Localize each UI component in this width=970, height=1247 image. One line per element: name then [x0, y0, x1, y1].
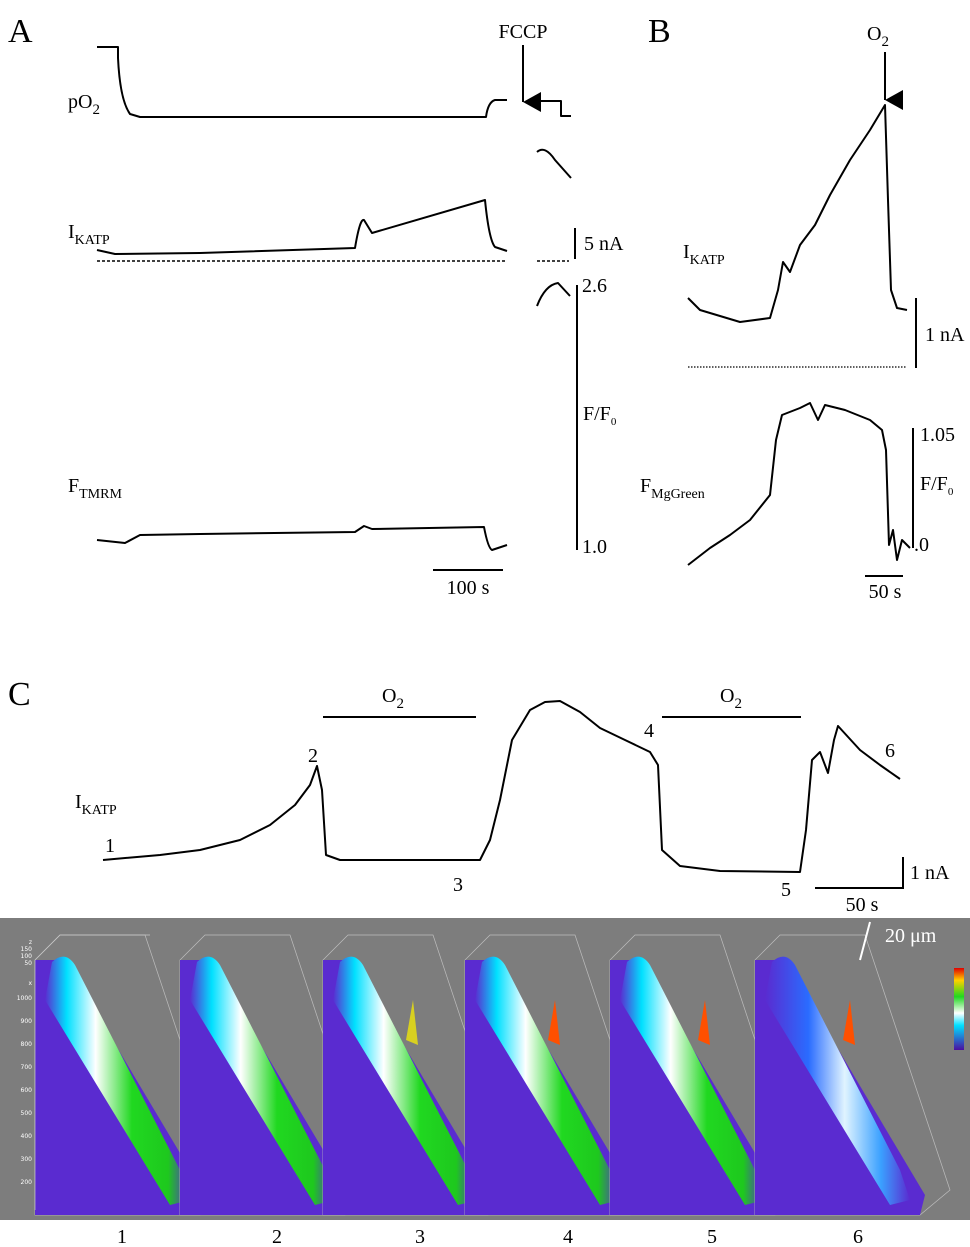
fmggreen-trace [688, 403, 910, 565]
label-sub: 0 [611, 416, 617, 428]
panel-label: C [8, 676, 31, 713]
label-main: O [867, 23, 881, 45]
label-main: F/F [920, 473, 948, 495]
stimulus-label: O2 [867, 23, 889, 50]
image-labels: 1 2 3 4 5 6 [117, 1226, 863, 1247]
trace-label: IKATP [75, 791, 117, 818]
scale-label: .0 [914, 534, 929, 556]
label-main: I [75, 791, 82, 813]
po2-trace [97, 47, 571, 117]
label-main: I [68, 221, 75, 243]
scale-label: 100 s [447, 577, 490, 599]
figure: A pO2 FCCP IKATP 5 nA 2.6 F/F0 1.0 FTMRM… [0, 0, 970, 1247]
scale-label: 20 μm [885, 925, 937, 947]
image-axis-label: 800 [21, 1041, 33, 1048]
trace-label: FMgGreen [640, 475, 705, 502]
label-sub: 0 [948, 486, 954, 498]
label-sub: 2 [881, 34, 889, 50]
image-axis-label: x [28, 980, 32, 987]
label-main: O [382, 685, 396, 707]
image-axis-label: 700 [21, 1064, 33, 1071]
image-axis-label: 1000 [17, 995, 32, 1002]
scale-label: F/F0 [583, 403, 617, 428]
ikatp-trace [103, 701, 900, 872]
label-sub: 2 [734, 696, 742, 712]
trace-label: IKATP [683, 241, 725, 268]
image-axis-label: 100 [21, 953, 33, 960]
label-main: F/F [583, 403, 611, 425]
image-axis-label: 500 [21, 1110, 33, 1117]
color-bar [954, 968, 964, 1050]
point-label: 3 [453, 874, 463, 896]
image-axis-label: 150 [21, 946, 33, 953]
point-label: 5 [781, 879, 791, 901]
trace [537, 150, 571, 178]
label-sub: 2 [396, 696, 404, 712]
label-main: F [640, 475, 651, 497]
point-label: 2 [308, 745, 318, 767]
scale-label: F/F0 [920, 473, 954, 498]
label-sub: KATP [690, 253, 725, 268]
stimulus-label: O2 [720, 685, 742, 712]
trace-label: pO2 [68, 91, 100, 118]
image-label: 1 [117, 1226, 127, 1247]
scale-label: 1 nA [925, 324, 965, 346]
scale-label: 5 nA [584, 233, 624, 255]
label-main: pO [68, 91, 92, 113]
scale-label: 1.0 [582, 536, 607, 558]
trace-label: FTMRM [68, 475, 122, 502]
image-label: 4 [563, 1226, 573, 1247]
trace [537, 283, 570, 306]
point-label: 1 [105, 835, 115, 857]
point-label: 4 [644, 720, 654, 742]
panel-label: A [8, 13, 33, 50]
scale-label: 1 nA [910, 862, 950, 884]
image-axis-label: 300 [21, 1156, 33, 1163]
point-label: 6 [885, 740, 895, 762]
image-axis-label: z [29, 939, 32, 946]
scale-label: 50 s [869, 581, 902, 603]
image-axis-label: 400 [21, 1133, 33, 1140]
ikatp-trace [688, 105, 907, 322]
trace-label: IKATP [68, 221, 110, 248]
scale-label: 2.6 [582, 275, 607, 297]
label-main: F [68, 475, 79, 497]
image-label: 3 [415, 1226, 425, 1247]
label-sub: MgGreen [651, 487, 705, 502]
ikatp-trace [97, 200, 507, 254]
stimulus-label: O2 [382, 685, 404, 712]
label-sub: TMRM [79, 487, 122, 502]
image-label: 5 [707, 1226, 717, 1247]
image-axis-label: 200 [21, 1179, 33, 1186]
image-axis-label: 900 [21, 1018, 33, 1025]
image-axis-label: 600 [21, 1087, 33, 1094]
ftmrm-trace [97, 526, 507, 550]
image-axis-label: 50 [24, 960, 32, 967]
image-label: 6 [853, 1226, 863, 1247]
label-main: I [683, 241, 690, 263]
scale-label: 1.05 [920, 424, 955, 446]
image-label: 2 [272, 1226, 282, 1247]
label-main: O [720, 685, 734, 707]
label-sub: KATP [82, 803, 117, 818]
scale-label: 50 s [846, 894, 879, 916]
panel-label: B [648, 13, 671, 50]
label-sub: KATP [75, 233, 110, 248]
fccp-label: FCCP [499, 21, 548, 43]
label-sub: 2 [92, 102, 100, 118]
